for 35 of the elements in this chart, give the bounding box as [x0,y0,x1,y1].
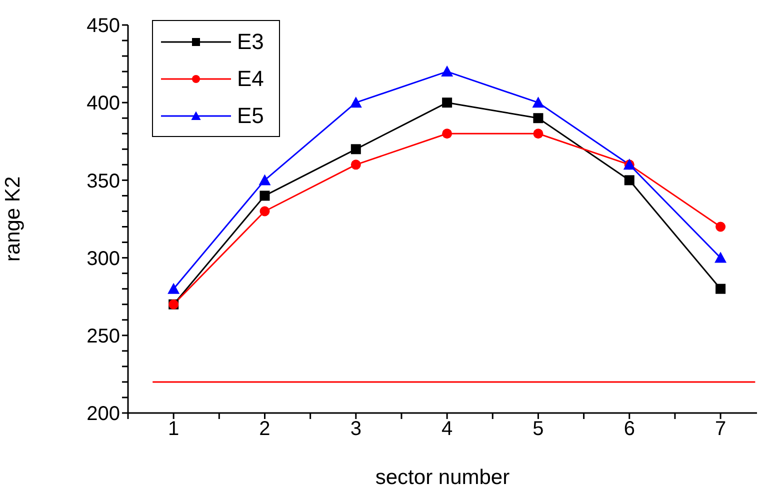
x-axis-title: sector number [375,466,510,489]
point [533,113,544,124]
point [624,175,634,186]
x-tick-label: 7 [714,418,726,440]
x-tick-label: 3 [350,418,362,440]
point [533,128,544,139]
point [258,174,271,186]
point [441,66,454,77]
y-tick-label: 300 [86,248,120,270]
point [350,144,361,154]
legend-label: E3 [237,28,264,54]
point [716,222,726,232]
point [532,96,544,108]
point [442,98,452,108]
point [260,190,270,201]
y-tick-label: 400 [86,92,120,115]
x-tick-label: 1 [168,418,180,440]
y-tick-label: 200 [86,403,120,426]
x-tick-label: 5 [532,418,544,440]
y-tick-label: 250 [86,326,120,348]
point [168,282,180,294]
point [260,206,270,216]
point [350,160,361,170]
point [350,96,362,108]
x-tick-label: 4 [441,418,453,440]
y-tick-label: 350 [86,170,120,192]
legend-label: E5 [237,102,264,128]
point [716,284,726,294]
point [442,128,452,139]
point [714,252,727,263]
x-tick-label: 2 [259,418,270,440]
y-axis-title: range K2 [1,176,24,262]
x-tick-label: 6 [624,418,635,440]
legend-label: E4 [237,66,264,92]
y-tick-label: 450 [86,15,120,38]
